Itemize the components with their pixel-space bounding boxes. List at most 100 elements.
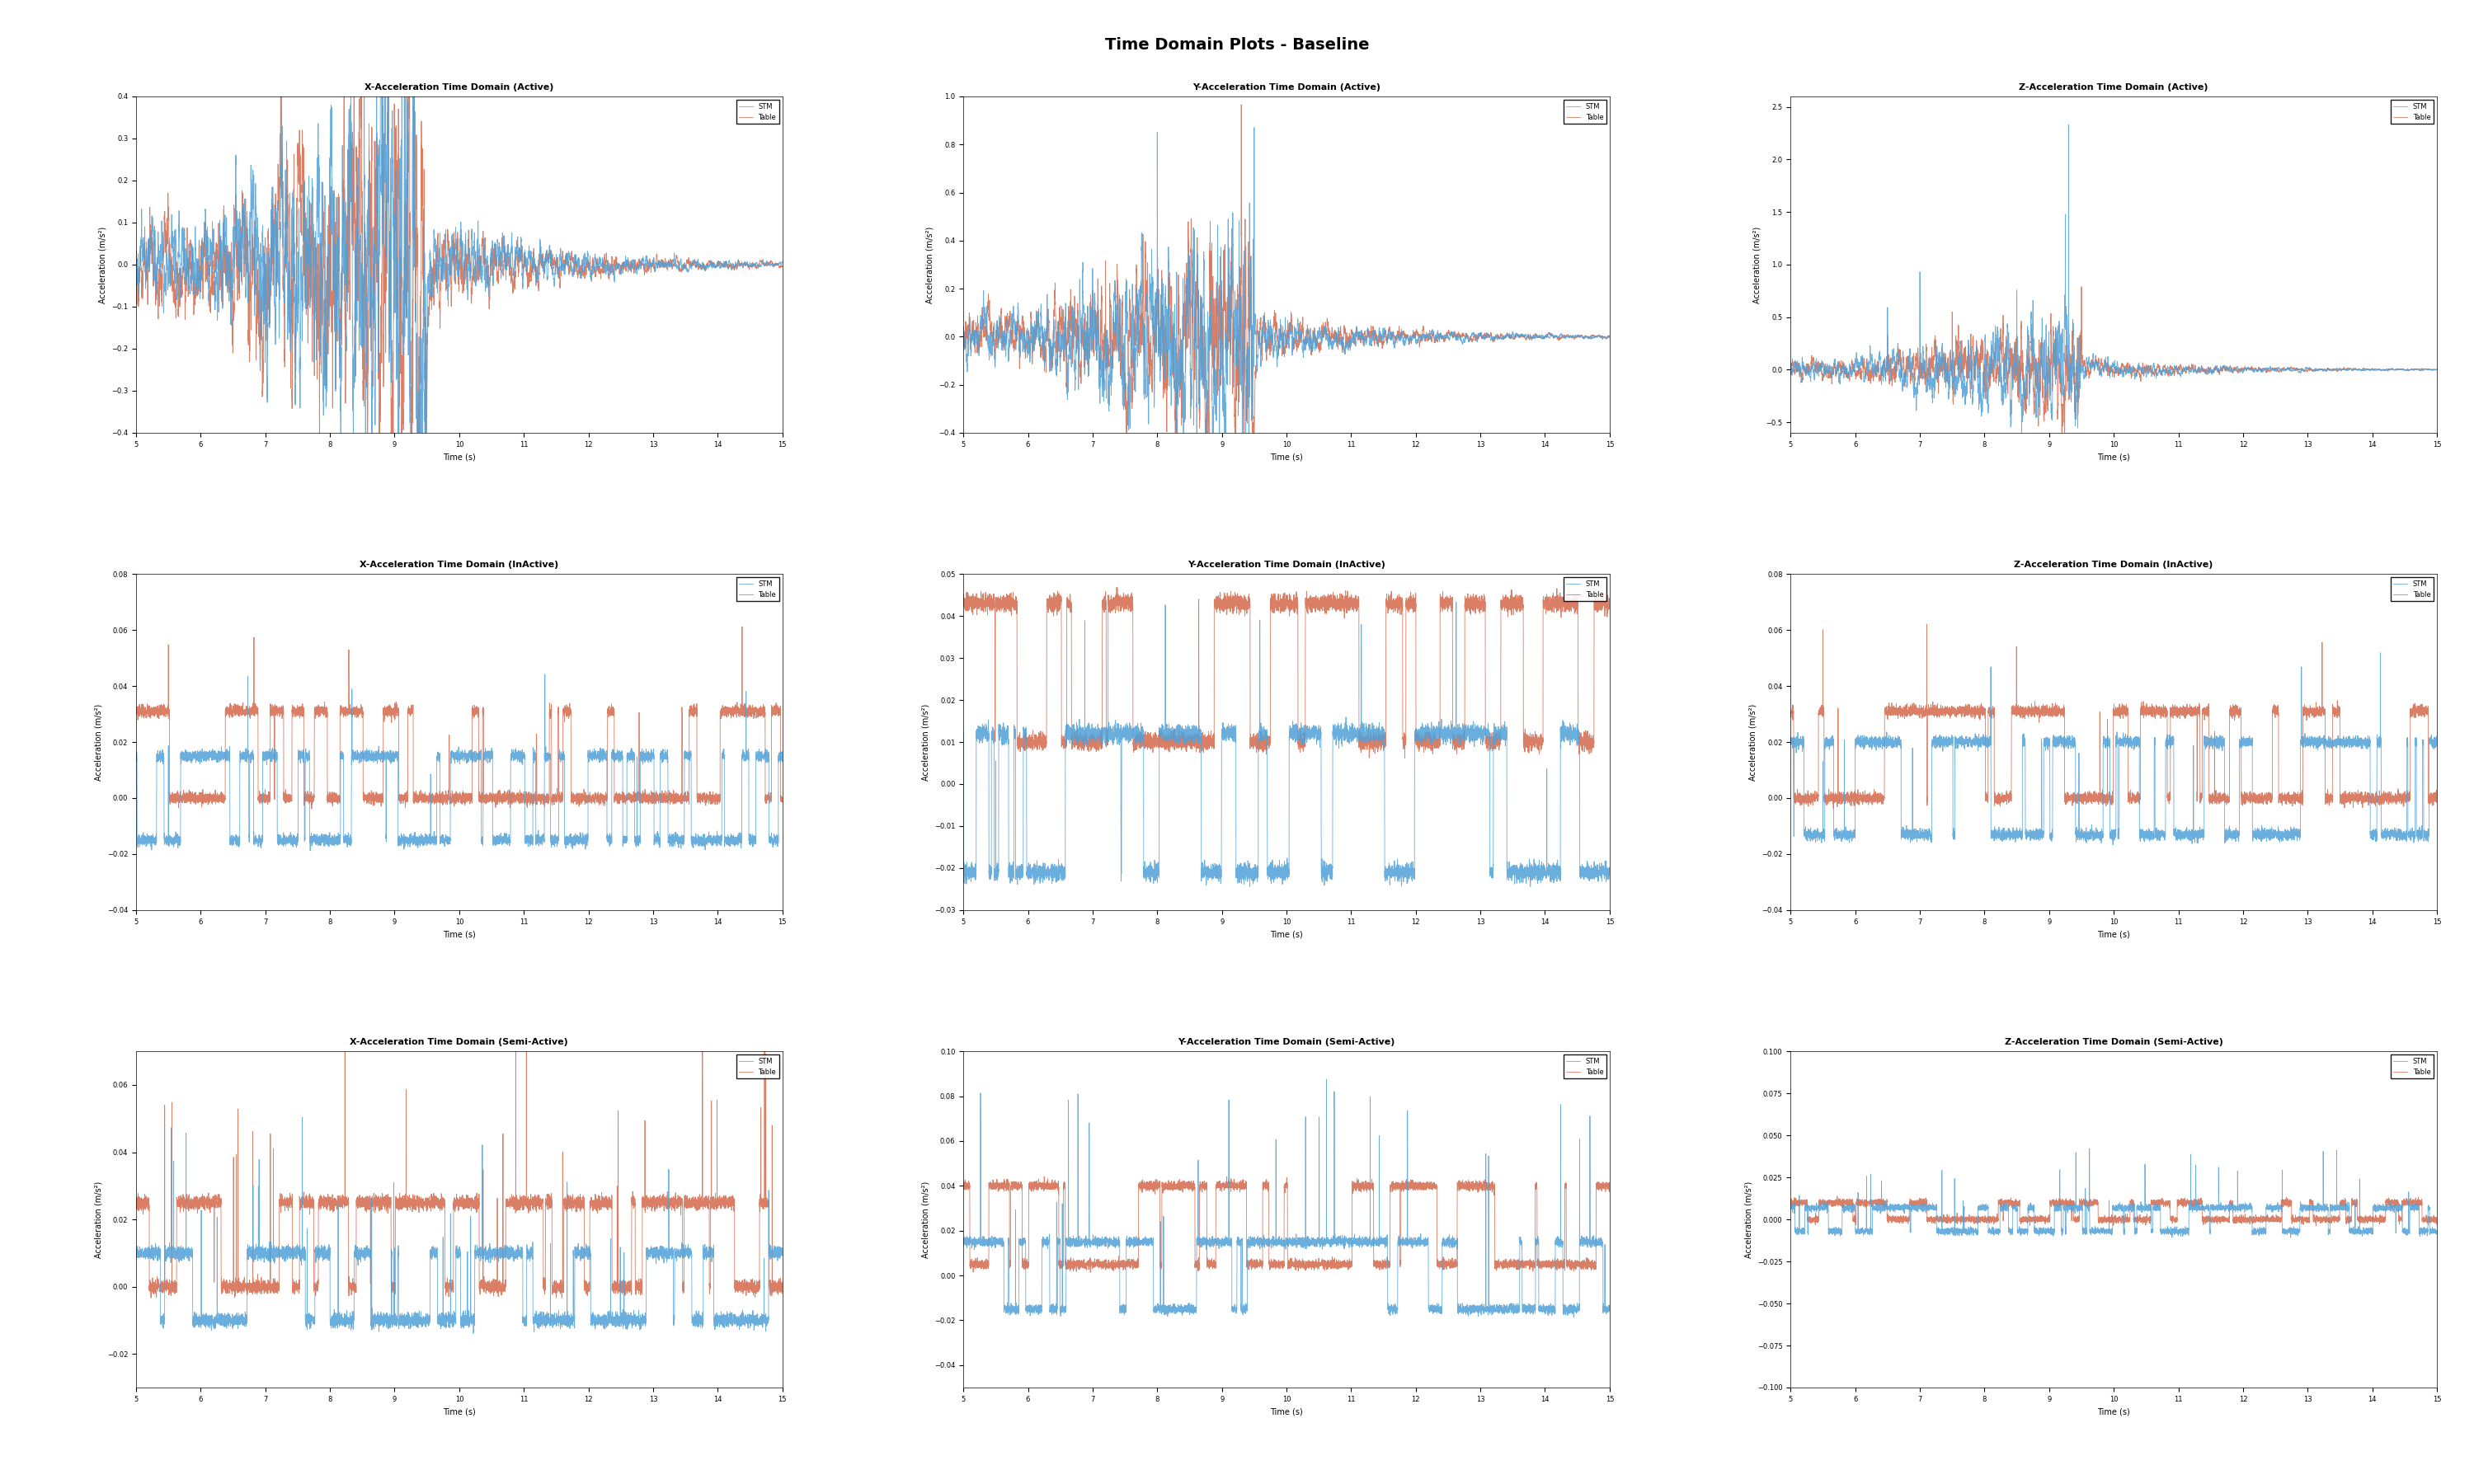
STM: [601, 749, 631, 767]
Line: STM: STM: [1791, 125, 2437, 438]
Table: [153, 700, 183, 718]
Table: [1390, 749, 1420, 767]
Table: [601, 257, 631, 275]
STM: [2157, 364, 2187, 381]
Table: [356, 318, 386, 335]
Title: Z-Acceleration Time Domain (InActive): Z-Acceleration Time Domain (InActive): [2014, 561, 2214, 568]
Table: [1776, 1190, 1806, 1208]
Table: [1596, 594, 1625, 611]
Table: [767, 1273, 797, 1291]
X-axis label: Time (s): Time (s): [2098, 1407, 2130, 1416]
STM: [356, 310, 386, 328]
STM: [2053, 116, 2083, 134]
STM: [1808, 1195, 1838, 1212]
Line: STM: STM: [136, 0, 782, 616]
STM: [601, 260, 631, 278]
Y-axis label: Acceleration (m/s²): Acceleration (m/s²): [99, 226, 106, 303]
Title: X-Acceleration Time Domain (Semi-Active): X-Acceleration Time Domain (Semi-Active): [349, 1037, 569, 1046]
Table: [1808, 703, 1838, 721]
Text: Time Domain Plots - Baseline: Time Domain Plots - Baseline: [1106, 37, 1368, 53]
STM: [1331, 723, 1361, 741]
Table: [2422, 361, 2452, 378]
Table: [1331, 594, 1361, 611]
STM: [532, 1312, 562, 1330]
STM: [2288, 1199, 2318, 1217]
STM: [2187, 1198, 2217, 1215]
Table: [1462, 600, 1492, 617]
Title: Z-Acceleration Time Domain (Active): Z-Acceleration Time Domain (Active): [2019, 83, 2209, 91]
Table: [1776, 361, 1806, 378]
STM: [529, 665, 559, 683]
Legend: STM, Table: STM, Table: [737, 1055, 779, 1079]
STM: [636, 1247, 666, 1264]
STM: [1462, 332, 1492, 350]
STM: [398, 0, 428, 9]
Table: [2288, 362, 2318, 380]
Y-axis label: Acceleration (m/s²): Acceleration (m/s²): [925, 226, 935, 303]
Table: [136, 1290, 166, 1307]
Table: [2422, 785, 2452, 803]
STM: [767, 252, 797, 270]
Line: STM: STM: [962, 1079, 1611, 1318]
Table: [2254, 362, 2284, 380]
Table: [1776, 700, 1806, 718]
Table: [2187, 359, 2217, 377]
Table: [601, 1275, 631, 1293]
STM: [505, 745, 534, 763]
STM: [2276, 1229, 2306, 1247]
Table: [2009, 1212, 2039, 1230]
Legend: STM, Table: STM, Table: [2390, 1055, 2434, 1079]
Table: [601, 785, 631, 803]
Table: [727, 617, 757, 635]
STM: [2009, 729, 2039, 746]
STM: [1183, 1232, 1212, 1250]
Y-axis label: Acceleration (m/s²): Acceleration (m/s²): [1744, 1181, 1752, 1258]
Table: [2051, 439, 2081, 457]
Line: Table: Table: [962, 588, 1611, 758]
Table: [505, 1190, 534, 1208]
Table: [1331, 334, 1361, 352]
Y-axis label: Acceleration (m/s²): Acceleration (m/s²): [1754, 226, 1761, 303]
Table: [1808, 1195, 1838, 1212]
Table: [948, 1172, 977, 1190]
STM: [1183, 306, 1212, 324]
Table: [767, 257, 797, 275]
STM: [2006, 429, 2036, 447]
STM: [532, 745, 562, 763]
Title: X-Acceleration Time Domain (Active): X-Acceleration Time Domain (Active): [364, 83, 554, 91]
Table: [1101, 579, 1131, 597]
Y-axis label: Acceleration (m/s²): Acceleration (m/s²): [920, 703, 930, 781]
STM: [1311, 1070, 1341, 1088]
Table: [948, 328, 977, 346]
X-axis label: Time (s): Time (s): [1269, 453, 1304, 462]
Table: [1818, 800, 1848, 818]
STM: [1559, 1309, 1588, 1327]
Table: [121, 1198, 151, 1215]
Table: [982, 1175, 1012, 1193]
Table: [1239, 499, 1269, 516]
STM: [1192, 479, 1222, 497]
Table: [982, 595, 1012, 613]
Table: [2157, 1212, 2187, 1230]
Line: Table: Table: [136, 4, 782, 562]
Line: Table: Table: [1791, 286, 2437, 448]
STM: [1442, 594, 1472, 611]
STM: [1808, 825, 1838, 843]
Table: [121, 700, 151, 718]
STM: [1358, 1232, 1388, 1250]
STM: [356, 746, 386, 764]
STM: [2157, 1221, 2187, 1239]
STM: [121, 746, 151, 764]
Line: Table: Table: [962, 1177, 1611, 1272]
Table: [1912, 616, 1942, 634]
Line: STM: STM: [136, 674, 782, 850]
Table: [1029, 1168, 1059, 1186]
Title: Z-Acceleration Time Domain (Semi-Active): Z-Acceleration Time Domain (Semi-Active): [2004, 1037, 2224, 1046]
Table: [1227, 96, 1257, 114]
Table: [2254, 1212, 2284, 1230]
STM: [767, 742, 797, 760]
Title: X-Acceleration Time Domain (InActive): X-Acceleration Time Domain (InActive): [359, 561, 559, 568]
STM: [1331, 338, 1361, 356]
Table: [2009, 396, 2039, 414]
STM: [2157, 736, 2187, 754]
